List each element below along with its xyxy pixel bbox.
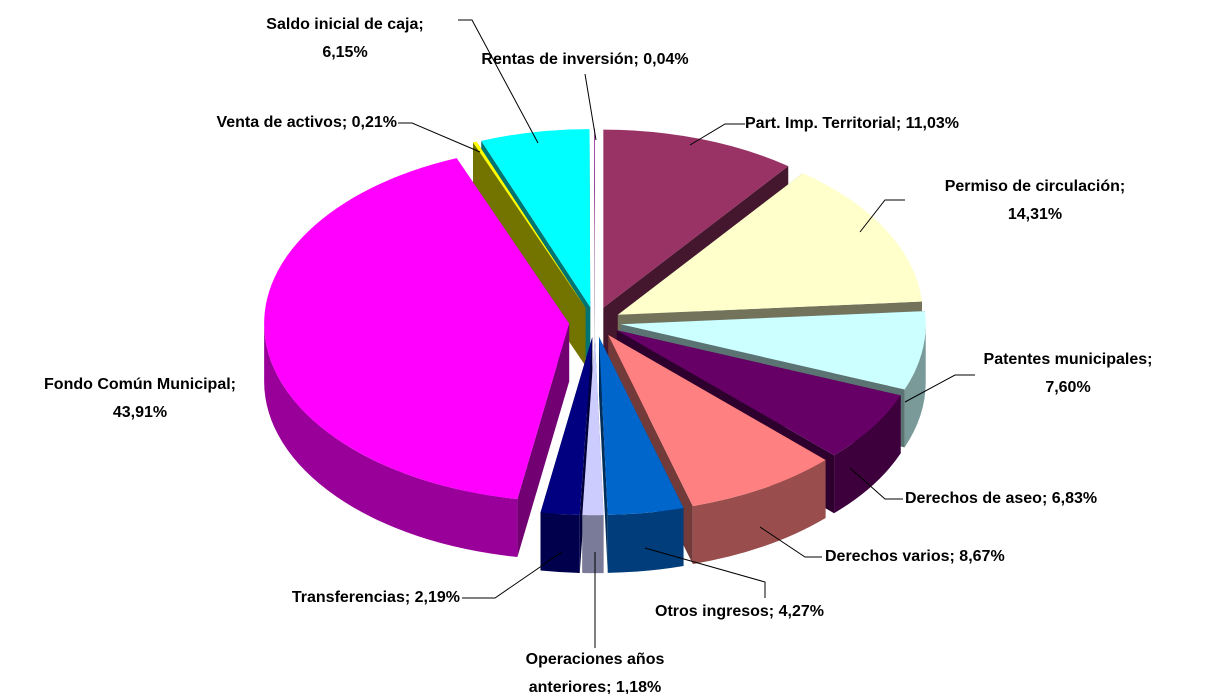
category-label: Derechos de aseo; xyxy=(905,490,1048,507)
slice-side xyxy=(540,512,580,573)
category-label: Otros ingresos; xyxy=(655,603,775,620)
category-label: Venta de activos; xyxy=(216,114,348,131)
slice xyxy=(594,128,595,365)
data-label: Derechos varios; 8,67% xyxy=(825,543,1005,571)
slice-top xyxy=(616,330,901,456)
value-label: 0,21% xyxy=(351,114,397,131)
data-label: Patentes municipales; 7,60% xyxy=(968,346,1168,402)
slice-wall xyxy=(594,128,595,365)
category-label: Transferencias; xyxy=(291,589,411,606)
data-label: Otros ingresos; 4,27% xyxy=(655,598,824,626)
slice-top xyxy=(599,336,684,515)
slice-top xyxy=(603,129,789,308)
slice-side xyxy=(834,395,901,514)
slice-wall xyxy=(517,323,570,557)
category-label: Permiso de circulación; xyxy=(944,178,1126,195)
leader-line xyxy=(584,73,597,141)
slice xyxy=(599,336,684,573)
leader-line xyxy=(759,526,822,558)
category-label: Operaciones años anteriores; xyxy=(525,651,665,694)
leader-line xyxy=(644,547,766,598)
slice xyxy=(540,337,593,573)
data-label: Fondo Común Municipal; 43,91% xyxy=(25,371,255,427)
data-label: Operaciones años anteriores; 1,18% xyxy=(495,646,695,694)
leader-line xyxy=(458,19,539,144)
slice xyxy=(264,158,570,557)
value-label: 6,15% xyxy=(322,44,368,61)
value-label: 14,31% xyxy=(1007,206,1063,223)
category-label: Rentas de inversión; xyxy=(481,51,639,68)
data-label: Saldo inicial de caja; 6,15% xyxy=(235,11,455,67)
category-label: Patentes municipales; xyxy=(983,351,1153,368)
slice-side xyxy=(692,459,826,565)
leader-line xyxy=(462,551,563,599)
slice-top xyxy=(617,173,923,315)
slice-side xyxy=(264,323,518,557)
slice-top xyxy=(594,128,595,307)
slice xyxy=(582,337,604,574)
data-label: Derechos de aseo; 6,83% xyxy=(905,485,1097,513)
slice-top xyxy=(264,158,570,499)
leader-line xyxy=(859,199,905,233)
value-label: 1,18% xyxy=(615,679,662,694)
value-label: 6,83% xyxy=(1051,490,1098,507)
data-label: Venta de activos; 0,21% xyxy=(216,109,397,137)
slice-top xyxy=(582,337,604,516)
slice-wall xyxy=(599,336,608,573)
category-label: Saldo inicial de caja; xyxy=(266,16,424,33)
slice-side xyxy=(582,515,604,574)
slice-top xyxy=(540,337,593,515)
slice-side xyxy=(607,508,684,573)
category-label: Fondo Común Municipal; xyxy=(44,376,236,393)
value-label: 2,19% xyxy=(414,589,460,606)
data-label: Transferencias; 2,19% xyxy=(292,584,460,612)
value-label: 43,91% xyxy=(112,404,168,421)
data-label: Part. Imp. Territorial; 11,03% xyxy=(745,110,959,138)
data-label: Permiso de circulación; 14,31% xyxy=(935,173,1135,229)
leader-line xyxy=(689,123,745,146)
value-label: 11,03% xyxy=(905,115,960,132)
category-label: Part. Imp. Territorial; xyxy=(745,115,902,132)
data-label: Rentas de inversión; 0,04% xyxy=(481,46,688,74)
slice-top xyxy=(472,141,586,308)
leader-line xyxy=(904,374,975,403)
leader-line xyxy=(849,467,903,500)
leader-line xyxy=(398,122,481,153)
slice-side xyxy=(904,324,926,448)
slice-top xyxy=(481,129,591,308)
slice-top xyxy=(620,311,926,390)
category-label: Derechos varios; xyxy=(825,548,955,565)
value-label: 4,27% xyxy=(778,603,824,620)
value-label: 8,67% xyxy=(959,548,1005,565)
value-label: 7,60% xyxy=(1045,379,1091,396)
value-label: 0,04% xyxy=(643,51,689,68)
slice-top xyxy=(608,335,826,507)
